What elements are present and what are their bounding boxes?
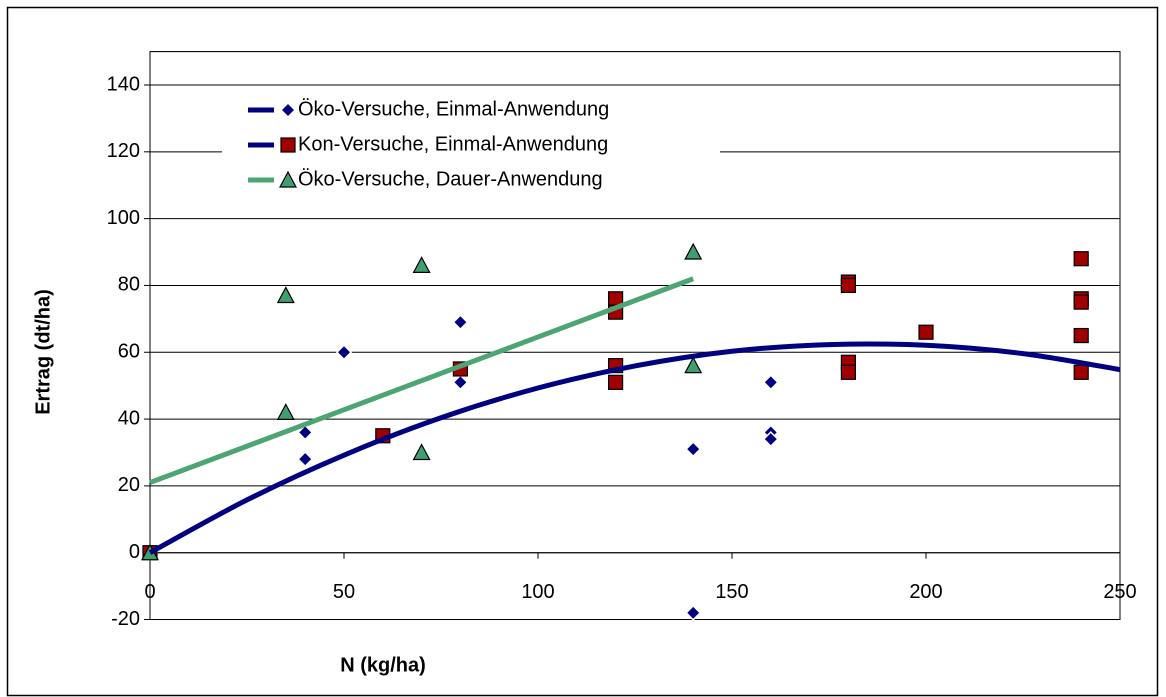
data-point bbox=[452, 314, 469, 331]
x-tick-label: 0 bbox=[144, 581, 155, 603]
data-point bbox=[1073, 364, 1089, 380]
legend-label: Öko-Versuche, Dauer-Anwendung bbox=[298, 168, 603, 190]
data-point bbox=[685, 604, 702, 621]
y-axis-label: Ertrag (dt/ha) bbox=[32, 289, 54, 415]
data-point bbox=[297, 424, 314, 441]
x-axis-label: N (kg/ha) bbox=[340, 654, 426, 676]
data-point bbox=[1073, 251, 1089, 267]
data-point bbox=[840, 277, 857, 294]
y-tick-label: 100 bbox=[107, 207, 140, 229]
x-tick-label: 150 bbox=[715, 581, 748, 603]
x-tick-label: 200 bbox=[909, 581, 942, 603]
data-point bbox=[1073, 294, 1089, 310]
legend-marker bbox=[279, 170, 297, 188]
trendline bbox=[149, 276, 695, 485]
data-point bbox=[335, 344, 353, 361]
legend-marker bbox=[279, 101, 297, 119]
data-point bbox=[412, 256, 431, 273]
y-tick-label: 20 bbox=[118, 474, 140, 496]
x-tick-label: 100 bbox=[521, 581, 554, 603]
y-tick-label: 60 bbox=[118, 341, 140, 363]
data-point bbox=[918, 324, 934, 340]
data-point bbox=[452, 374, 469, 391]
legend-box bbox=[222, 92, 720, 200]
legend-marker bbox=[280, 137, 296, 153]
y-tick-label: 0 bbox=[129, 541, 140, 563]
data-point bbox=[607, 374, 624, 390]
data-point bbox=[297, 451, 314, 468]
y-tick-label: 80 bbox=[118, 274, 140, 296]
y-tick-label: 120 bbox=[107, 140, 140, 162]
data-point bbox=[685, 441, 702, 458]
trendline bbox=[148, 341, 1121, 555]
data-point bbox=[684, 242, 703, 260]
y-tick-label: 40 bbox=[118, 407, 140, 429]
data-point bbox=[276, 403, 295, 420]
x-tick-label: 50 bbox=[333, 581, 355, 603]
data-point bbox=[684, 356, 703, 374]
legend-label: Kon-Versuche, Einmal-Anwendung bbox=[298, 133, 608, 155]
data-point bbox=[762, 431, 779, 448]
y-tick-label: 140 bbox=[107, 73, 140, 95]
data-point bbox=[1073, 327, 1089, 344]
legend: Öko-Versuche, Einmal-Anwendung Kon-Versuc… bbox=[222, 92, 720, 200]
x-tick-label: 250 bbox=[1103, 581, 1136, 603]
legend-label: Öko-Versuche, Einmal-Anwendung bbox=[298, 98, 609, 120]
y-tick-label: -20 bbox=[111, 608, 140, 630]
plot-border bbox=[149, 51, 1121, 621]
data-point bbox=[762, 374, 779, 391]
data-point bbox=[276, 286, 295, 304]
data-point bbox=[412, 443, 431, 461]
data-point bbox=[840, 364, 857, 380]
